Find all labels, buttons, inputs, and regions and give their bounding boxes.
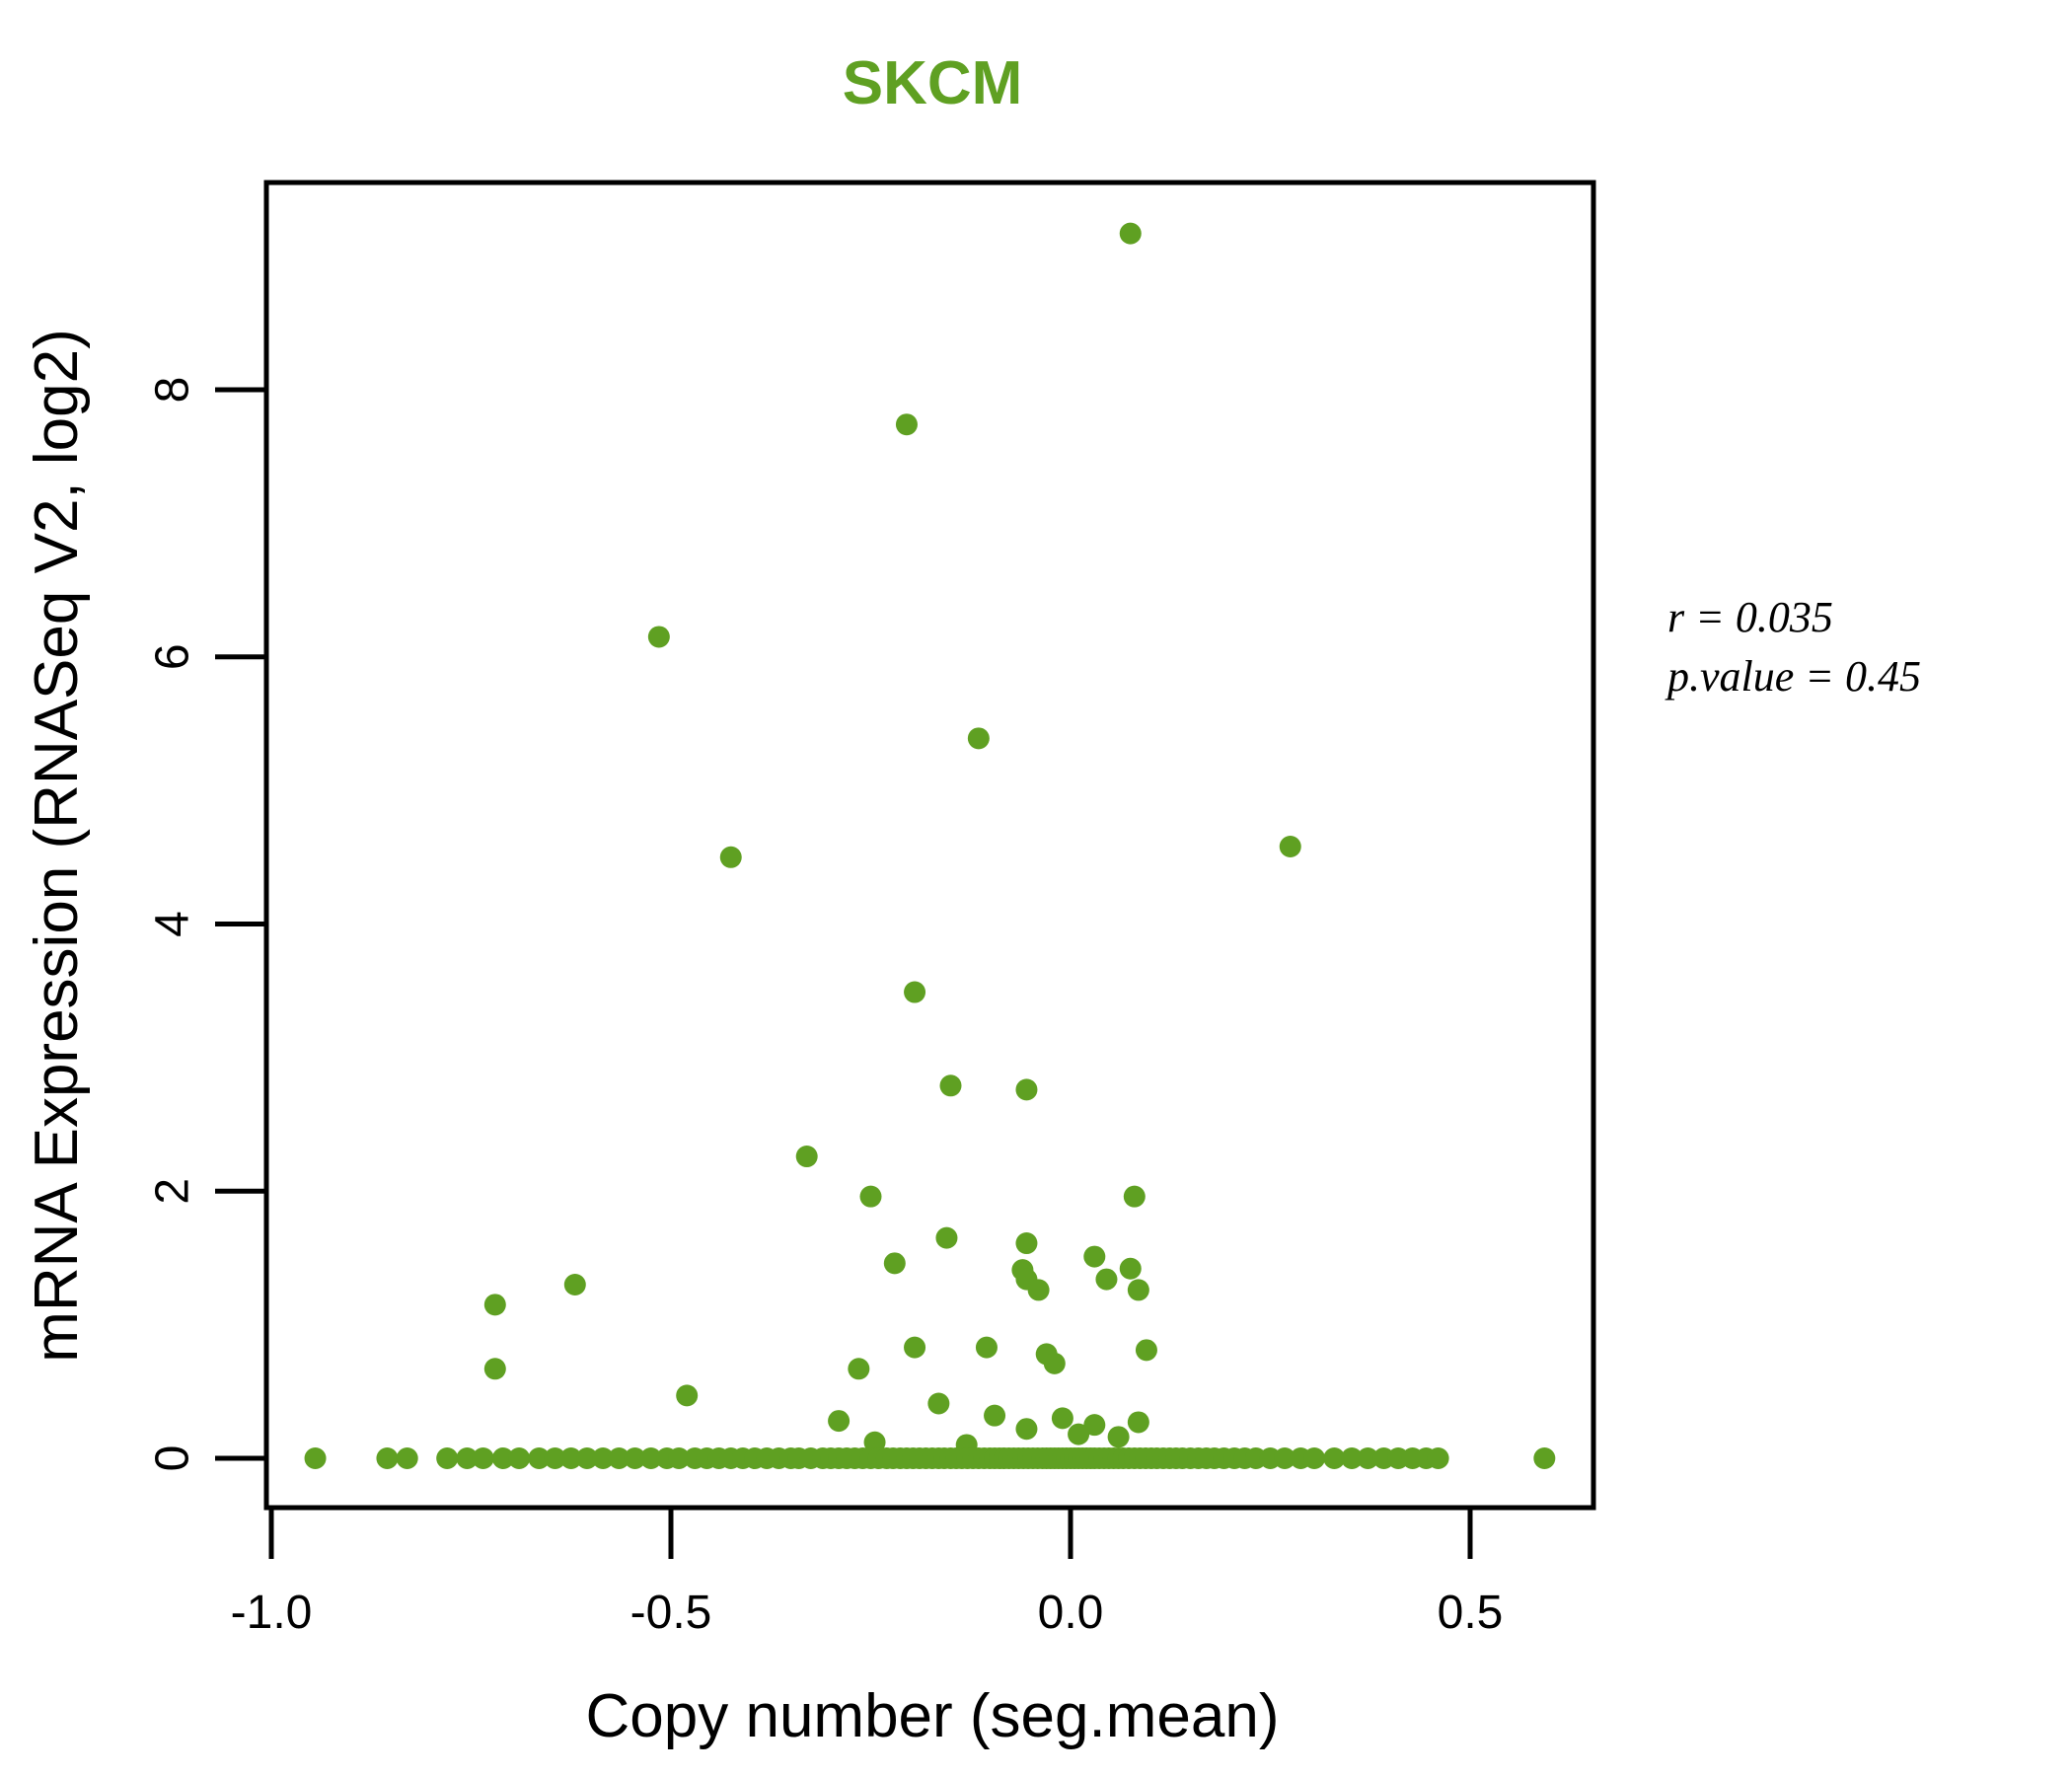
data-point: [883, 1252, 906, 1275]
data-point: [719, 846, 742, 868]
data-point: [927, 1392, 950, 1415]
data-point: [376, 1447, 399, 1469]
data-point: [472, 1447, 494, 1469]
data-point: [544, 1447, 566, 1469]
y-tick-label: 0: [147, 1445, 199, 1472]
data-point: [304, 1447, 327, 1469]
x-axis-label: Copy number (seg.mean): [586, 1682, 1280, 1750]
data-point: [1127, 1411, 1149, 1434]
data-point: [828, 1410, 851, 1433]
data-point: [1051, 1407, 1073, 1430]
data-point: [1027, 1279, 1050, 1301]
data-point: [975, 1336, 998, 1359]
y-tick-label: 8: [147, 377, 199, 404]
data-point: [1127, 1279, 1149, 1301]
data-point: [624, 1447, 646, 1469]
data-point: [436, 1447, 459, 1469]
data-point: [1095, 1268, 1118, 1291]
data-point: [647, 626, 670, 648]
data-point: [396, 1447, 418, 1469]
data-point: [967, 727, 990, 750]
data-point: [984, 1404, 1006, 1427]
data-point: [1015, 1078, 1038, 1101]
data-point: [1135, 1339, 1157, 1362]
data-point: [676, 1384, 699, 1407]
data-point: [559, 1447, 582, 1469]
data-point: [456, 1447, 479, 1469]
data-point: [935, 1226, 958, 1249]
data-point: [483, 1294, 506, 1316]
data-point: [904, 1336, 926, 1359]
data-point: [528, 1447, 551, 1469]
plot-panel-border: [263, 180, 1596, 1511]
data-point: [1083, 1414, 1106, 1437]
data-point: [1015, 1232, 1038, 1255]
data-point: [1427, 1447, 1449, 1469]
pvalue-annotation: p.value = 0.45: [1665, 652, 1921, 701]
y-tick-label: 6: [147, 643, 199, 670]
y-tick-label: 4: [147, 911, 199, 937]
data-point: [575, 1447, 598, 1469]
data-point: [563, 1274, 586, 1296]
data-point: [1323, 1447, 1346, 1469]
data-point: [1303, 1447, 1326, 1469]
data-point: [795, 1146, 818, 1168]
data-point: [1119, 222, 1142, 245]
x-tick-label: -1.0: [231, 1587, 313, 1639]
data-point: [592, 1447, 615, 1469]
data-point: [1043, 1352, 1066, 1374]
page-title: SKCM: [843, 49, 1023, 117]
data-point: [1123, 1185, 1146, 1208]
x-tick-label: -0.5: [630, 1587, 712, 1639]
data-point: [1533, 1447, 1556, 1469]
data-point: [1274, 1447, 1296, 1469]
x-tick-label: 0.5: [1438, 1587, 1504, 1639]
data-point: [939, 1074, 962, 1097]
data-point: [639, 1447, 662, 1469]
data-point: [1068, 1423, 1090, 1445]
x-tick-label: 0.0: [1038, 1587, 1104, 1639]
data-point: [1341, 1447, 1364, 1469]
correlation-annotation: r = 0.035: [1667, 593, 1833, 641]
data-point: [508, 1447, 531, 1469]
data-point: [895, 413, 918, 436]
x-axis-ticks: -1.0 -0.5 0.0 0.5: [231, 1508, 1504, 1639]
data-point: [1119, 1257, 1142, 1280]
data-point: [848, 1358, 870, 1380]
data-point: [1279, 835, 1301, 857]
y-tick-label: 2: [147, 1178, 199, 1205]
data-point: [859, 1185, 882, 1208]
data-point: [1357, 1447, 1379, 1469]
data-point: [608, 1447, 630, 1469]
data-point: [904, 981, 926, 1003]
y-axis-ticks: 0 2 4 6 8: [147, 377, 266, 1472]
data-point: [1083, 1245, 1106, 1268]
data-point: [483, 1358, 506, 1380]
data-point: [1015, 1418, 1038, 1441]
data-points-layer: [304, 222, 1556, 1469]
data-point: [1107, 1426, 1130, 1448]
y-axis-label: mRNA Expression (RNASeq V2, log2): [23, 329, 91, 1363]
data-point: [491, 1447, 514, 1469]
data-point: [668, 1447, 691, 1469]
